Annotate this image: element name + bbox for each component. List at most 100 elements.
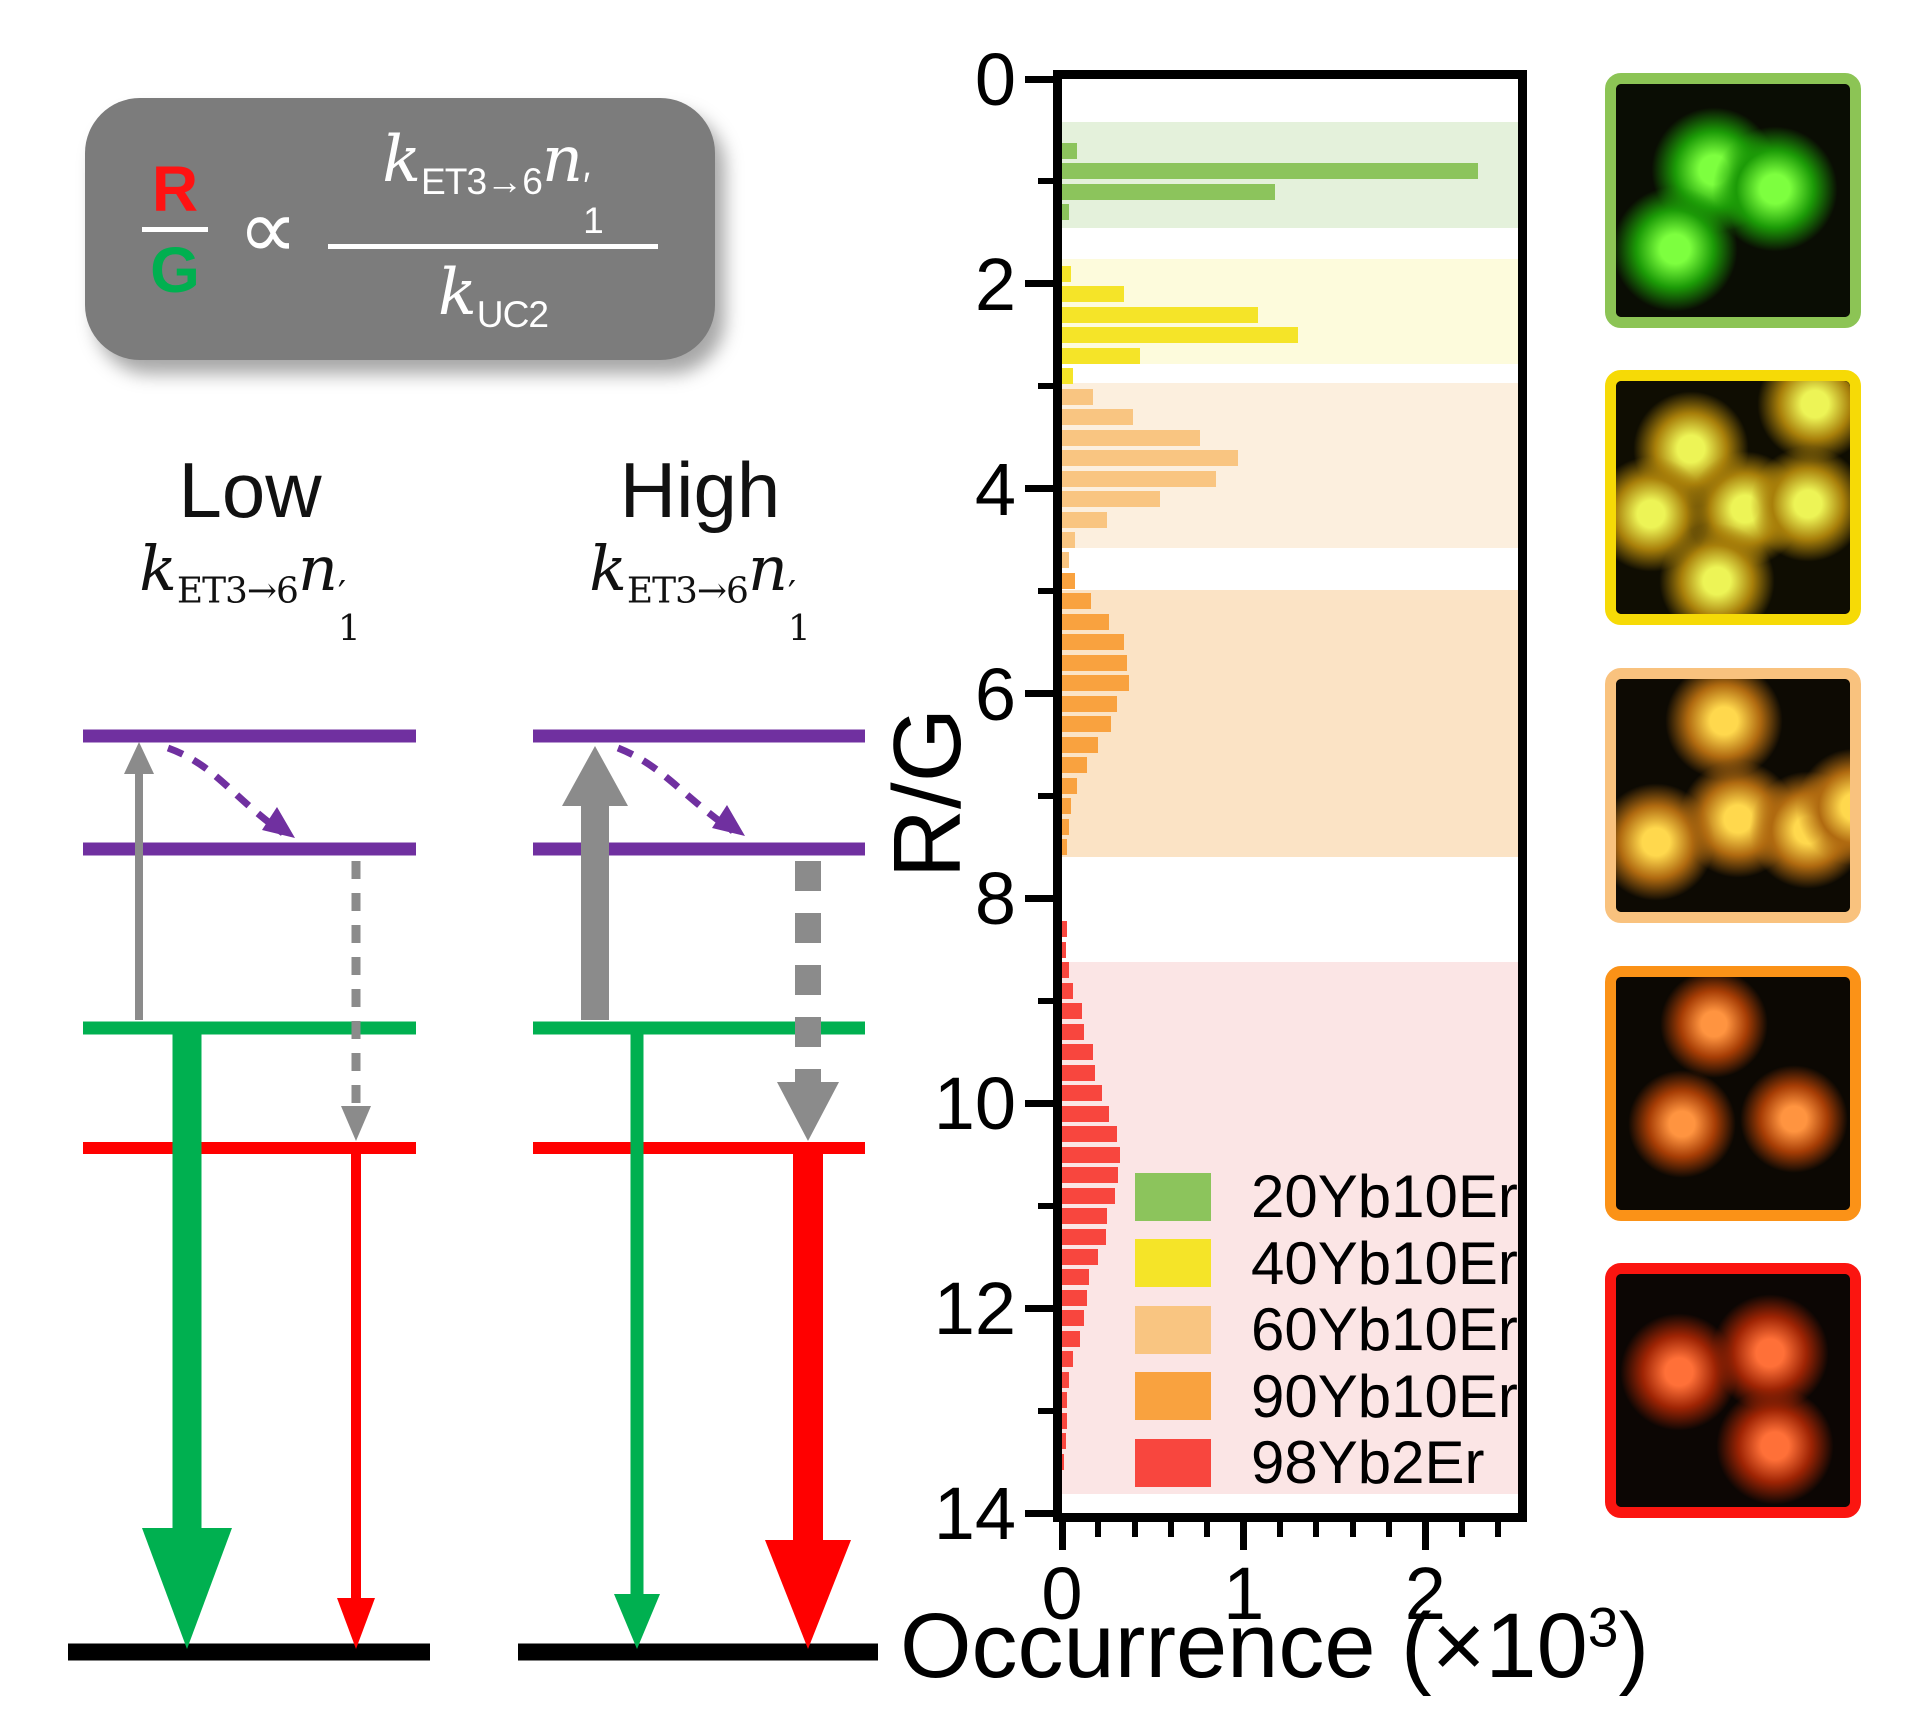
histogram-bar (1062, 429, 1201, 446)
rate-numerator: kET3→6n ′ 1 (382, 122, 603, 239)
histogram-bar (1062, 593, 1092, 610)
legend-swatch-98Yb2Er (1135, 1438, 1211, 1487)
legend-label: 90Yb10Er (1251, 1362, 1518, 1430)
histogram-bar (1062, 470, 1217, 487)
series-band-90Yb10Er (1062, 590, 1518, 858)
histogram-bar (1062, 695, 1117, 712)
histogram-bar (1062, 1371, 1070, 1388)
micrograph-panel-20Yb10Er (1605, 73, 1861, 328)
y-major-tick (1025, 894, 1053, 902)
histogram-bar (1062, 204, 1070, 221)
histogram-bar (1062, 1064, 1095, 1081)
histogram-bar (1062, 1453, 1064, 1470)
histogram-bar (1062, 327, 1299, 344)
nanoparticle-dot (1616, 781, 1717, 904)
histogram-bar (1062, 654, 1128, 671)
micrograph-image (1616, 977, 1850, 1210)
histogram-bar (1062, 1289, 1088, 1306)
histogram-bar (1062, 1187, 1115, 1204)
histogram-bar (1062, 1167, 1119, 1184)
histogram-bar (1062, 716, 1112, 733)
histogram-bar (1062, 183, 1275, 200)
high-green-emission-head (614, 1594, 660, 1649)
low-red-emission-head (337, 1598, 375, 1649)
y-minor-tick (1038, 793, 1053, 799)
histogram-bar (1062, 491, 1161, 507)
low-et-dashed-curve (166, 744, 286, 836)
histogram-bar (1062, 286, 1124, 303)
y-tick-label: 4 (974, 447, 1016, 531)
y-major-tick (1025, 1304, 1053, 1312)
histogram-bar (1062, 1351, 1073, 1368)
fraction-bar (328, 244, 658, 250)
histogram-bar (1062, 1330, 1081, 1347)
histogram-bar (1062, 347, 1141, 364)
x-tick-label: 1 (1223, 1552, 1265, 1635)
energy-level-diagram (68, 729, 878, 1661)
histogram-bar (1062, 368, 1073, 385)
histogram-bar (1062, 757, 1088, 774)
histogram-bar (1062, 777, 1077, 794)
micrograph-image (1616, 84, 1850, 317)
nanoparticle-dot (1625, 1067, 1738, 1180)
y-tick-label: 14 (933, 1472, 1016, 1555)
k-symbol: k (382, 122, 422, 197)
x-minor-tick (1095, 1522, 1102, 1537)
rg-fraction: R G (141, 152, 208, 302)
histogram-bar (1062, 839, 1068, 856)
histogram-bar (1062, 1269, 1090, 1286)
histogram-bar (1062, 1248, 1099, 1265)
x-minor-tick (1204, 1522, 1211, 1537)
legend-row: 98Yb2Er (1135, 1428, 1485, 1497)
histogram-bar (1062, 1310, 1084, 1327)
nanoparticle-dot (1656, 521, 1777, 614)
micrograph-image (1616, 381, 1850, 614)
high-rate-label: kET3→6n ′ 1 (589, 532, 811, 650)
y-minor-tick (1038, 1202, 1053, 1209)
nanoparticle-dot (1737, 1063, 1850, 1176)
y-major-tick (1025, 1099, 1053, 1107)
k-symbol: k (437, 256, 477, 331)
histogram-bar (1062, 531, 1075, 548)
y-minor-tick (1038, 178, 1053, 185)
y-major-tick (1025, 280, 1053, 288)
formula-r: R (151, 152, 199, 225)
micrograph-panel-98Yb2Er (1605, 1263, 1861, 1518)
histogram-plot-area: 0 2 4 6 8 10 12 14 0 1 2 20Yb10Er 40Yb10Er 60Yb10Er 90… (934, 38, 1527, 1635)
histogram-bar (1062, 450, 1239, 467)
x-minor-tick (1458, 1522, 1465, 1537)
y-tick-label: 12 (933, 1267, 1016, 1351)
y-major-tick (1025, 485, 1053, 493)
legend-row: 90Yb10Er (1135, 1362, 1518, 1431)
y-tick-label: 0 (974, 38, 1016, 121)
micrograph-panel-60Yb10Er (1605, 668, 1861, 923)
histogram-bar (1062, 1105, 1110, 1122)
rg-formula-box: R G ∝ kET3→6n ′ 1 kUC2 (85, 98, 715, 360)
y-minor-tick (1038, 588, 1053, 595)
micrograph-image (1616, 1274, 1850, 1507)
y-tick-label: 2 (974, 242, 1016, 326)
legend-label: 20Yb10Er (1251, 1163, 1518, 1230)
histogram-bar (1062, 736, 1099, 753)
high-title: High (619, 446, 781, 534)
x-minor-tick (1386, 1522, 1392, 1537)
histogram-bar (1062, 982, 1073, 999)
histogram-bar (1062, 634, 1124, 651)
histogram-bar (1062, 1392, 1068, 1409)
histogram-bar (1062, 1003, 1082, 1020)
legend-swatch-40Yb10Er (1135, 1239, 1211, 1287)
x-minor-tick (1349, 1522, 1356, 1537)
histogram-bar (1062, 675, 1130, 692)
histogram-bar (1062, 1433, 1066, 1450)
histogram-bar (1062, 1412, 1068, 1429)
y-major-tick (1025, 1509, 1053, 1517)
low-et-arrow-head (262, 807, 295, 838)
y-minor-tick (1038, 1407, 1053, 1414)
legend-label: 40Yb10Er (1251, 1229, 1518, 1297)
n-symbol: n (541, 122, 584, 197)
legend-swatch-90Yb10Er (1135, 1372, 1211, 1420)
y-minor-tick (1038, 997, 1053, 1004)
nanoparticle-dot (1616, 184, 1740, 315)
histogram-bar (1062, 511, 1108, 528)
